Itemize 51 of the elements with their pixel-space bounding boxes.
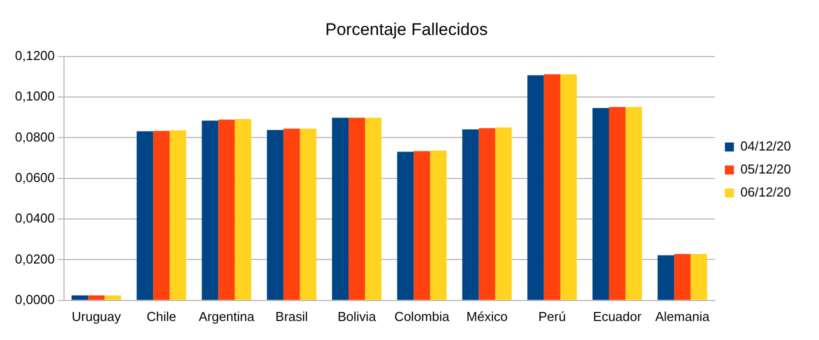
y-tick-label: 0,0800 [14,129,55,144]
x-tick-label: Colombia [394,308,450,324]
x-tick-label: Perú [538,308,566,324]
bar [136,131,154,300]
bar [266,130,284,300]
bar [495,127,512,300]
bar [608,107,626,300]
bar [625,107,642,300]
x-tick-label: Bolivia [338,308,377,324]
bar [153,130,170,300]
bar [348,118,366,300]
x-tick-label: Argentina [198,308,256,324]
legend-label: 04/12/20 [740,138,792,154]
bar [674,254,691,300]
bar [72,295,88,300]
y-tick-label: 0,0600 [14,170,55,185]
y-tick-label: 0,0200 [14,251,55,266]
x-tick-label: Brasil [275,308,308,324]
bar [527,75,544,300]
bar [365,118,382,300]
legend-label: 05/12/20 [740,162,792,177]
bar [414,151,430,300]
bar [170,130,186,300]
bar [462,129,479,300]
chart-title: Porcentaje Fallecidos [325,20,488,39]
x-tick-label: Alemania [655,308,710,324]
x-tick-label: Ecuador [593,308,642,324]
bar [478,128,496,300]
bar [658,255,674,300]
bar [104,295,122,300]
bar [592,108,609,300]
legend-label: 06/12/20 [740,184,792,200]
y-tick-label: 0,0000 [14,292,55,307]
bar [690,254,708,300]
bar [218,120,235,300]
bar [397,152,414,300]
x-tick-label: Chile [146,308,176,324]
bar [430,150,447,300]
bar [332,118,349,300]
bar [544,74,560,300]
bar [283,128,300,300]
bar [202,120,218,300]
bar [234,119,252,300]
y-tick-label: 0,0400 [14,210,55,226]
x-tick-label: México [466,308,508,324]
y-tick-label: 0,1200 [14,48,55,63]
bar [300,128,316,300]
x-tick-label: Uruguay [72,308,122,324]
bar [560,74,577,300]
y-tick-label: 0,1000 [14,88,55,104]
bar [88,295,105,300]
